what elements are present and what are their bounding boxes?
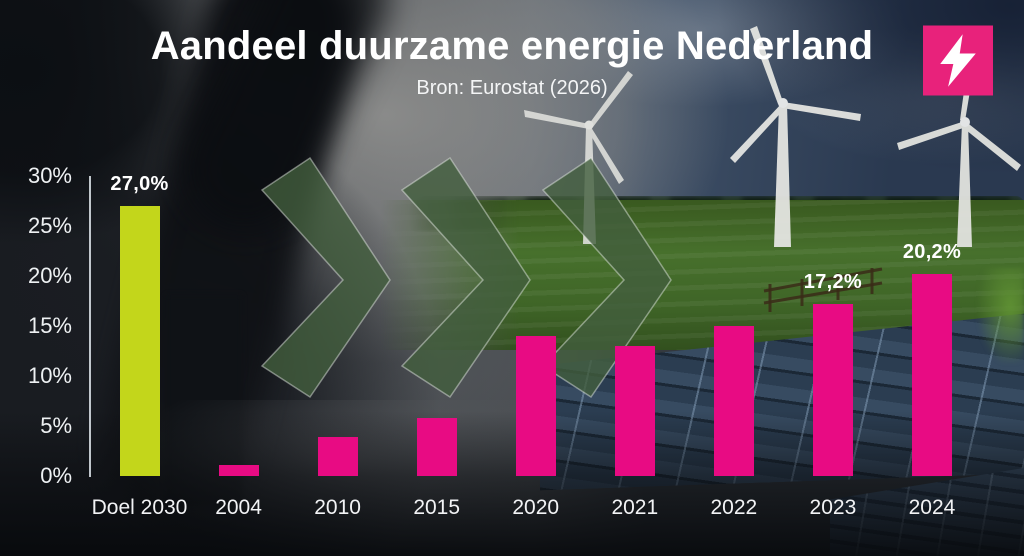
page-title: Aandeel duurzame energie Nederland [150,24,874,68]
bar-value-label-2024: 20,2% [902,241,962,263]
x-axis-label-2022: 2022 [710,496,758,519]
x-axis-label-2015: 2015 [413,496,461,519]
bar-value-label-doel-2030: 27,0% [110,173,169,195]
y-axis-tick-label: 25% [27,213,72,238]
y-axis-tick-label: 15% [27,313,72,338]
y-axis-tick-label: 30% [27,163,72,188]
bar-2024 [911,274,952,476]
y-axis-tick-label: 5% [40,413,72,438]
y-axis-tick-label: 0% [40,463,72,488]
bar-2015 [416,418,457,476]
bar-2010 [317,437,358,476]
bar-doel-2030 [119,206,160,476]
bar-2020 [515,336,556,476]
x-axis-label-2024: 2024 [908,496,956,519]
chart-source: Bron: Eurostat (2026) [416,77,608,99]
bar-2004 [218,465,259,476]
bar-2021 [614,346,655,476]
x-axis-label-2010: 2010 [314,496,361,519]
x-axis-label-doel-2030: Doel 2030 [91,496,188,519]
y-axis-tick-label: 10% [27,363,72,388]
y-axis-tick-label: 20% [27,263,72,288]
bar-value-label-2023: 17,2% [803,271,863,293]
x-axis-label-2023: 2023 [809,496,857,519]
bar-2023 [812,304,853,476]
x-axis-label-2021: 2021 [611,496,659,519]
bar-2022 [713,326,754,476]
brand-logo [923,24,993,97]
x-axis-label-2004: 2004 [215,496,262,519]
lightning-bolt-icon [923,25,993,96]
x-axis-label-2020: 2020 [512,496,560,519]
y-axis-line [89,176,91,477]
